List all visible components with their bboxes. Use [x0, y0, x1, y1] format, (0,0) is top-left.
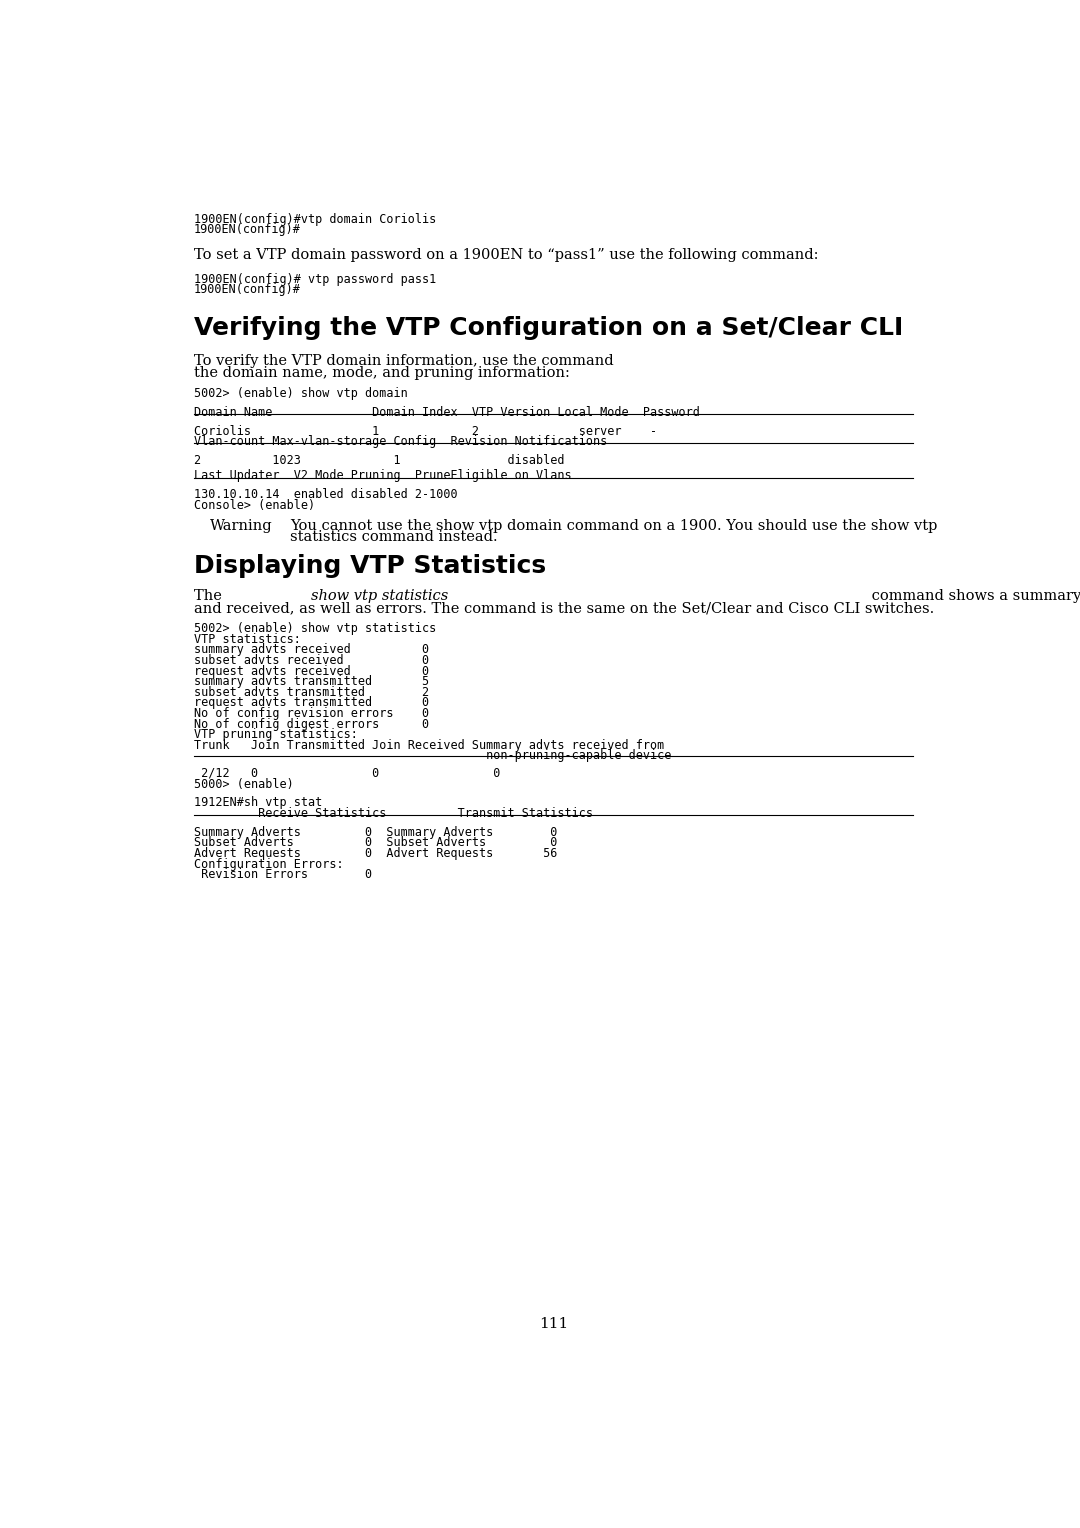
Text: Trunk   Join Transmitted Join Received Summary advts received from: Trunk Join Transmitted Join Received Sum… — [193, 738, 664, 752]
Text: 1900EN(config)# vtp password pass1: 1900EN(config)# vtp password pass1 — [193, 274, 436, 286]
Text: Vlan-count Max-vlan-storage Config  Revision Notifications: Vlan-count Max-vlan-storage Config Revis… — [193, 435, 607, 448]
Text: 5000> (enable): 5000> (enable) — [193, 778, 294, 790]
Text: 1912EN#sh vtp stat: 1912EN#sh vtp stat — [193, 796, 322, 810]
Text: command shows a summary of the VTP advertisement messages that have been sent: command shows a summary of the VTP adver… — [867, 590, 1080, 604]
Text: non-pruning-capable device: non-pruning-capable device — [193, 749, 671, 762]
Text: 1900EN(config)#: 1900EN(config)# — [193, 283, 300, 296]
Text: request advts transmitted       0: request advts transmitted 0 — [193, 697, 429, 709]
Text: 111: 111 — [539, 1317, 568, 1331]
Text: Last Updater  V2 Mode Pruning  PruneEligible on Vlans: Last Updater V2 Mode Pruning PruneEligib… — [193, 469, 571, 483]
Text: 5002> (enable) show vtp domain: 5002> (enable) show vtp domain — [193, 387, 407, 400]
Text: 2          1023             1               disabled: 2 1023 1 disabled — [193, 454, 564, 468]
Text: No of config digest errors      0: No of config digest errors 0 — [193, 718, 429, 730]
Text: Domain Name              Domain Index  VTP Version Local Mode  Password: Domain Name Domain Index VTP Version Loc… — [193, 406, 700, 419]
Text: The: The — [193, 590, 226, 604]
Text: subset advts transmitted        2: subset advts transmitted 2 — [193, 686, 429, 698]
Text: statistics command instead.: statistics command instead. — [289, 530, 498, 544]
Text: Console> (enable): Console> (enable) — [193, 498, 314, 512]
Text: Displaying VTP Statistics: Displaying VTP Statistics — [193, 555, 545, 578]
Text: VTP statistics:: VTP statistics: — [193, 633, 300, 646]
Text: show vtp statistics: show vtp statistics — [311, 590, 448, 604]
Text: 130.10.10.14  enabled disabled 2-1000: 130.10.10.14 enabled disabled 2-1000 — [193, 487, 457, 501]
Text: subset advts received           0: subset advts received 0 — [193, 654, 429, 668]
Text: Advert Requests         0  Advert Requests       56: Advert Requests 0 Advert Requests 56 — [193, 847, 557, 860]
Text: 2/12   0                0                0: 2/12 0 0 0 — [193, 767, 500, 779]
Text: Receive Statistics          Transmit Statistics: Receive Statistics Transmit Statistics — [193, 807, 593, 821]
Text: Revision Errors        0: Revision Errors 0 — [193, 868, 372, 882]
Text: To verify the VTP domain information, use the command: To verify the VTP domain information, us… — [193, 354, 618, 368]
Text: summary advts transmitted       5: summary advts transmitted 5 — [193, 675, 429, 688]
Text: and received, as well as errors. The command is the same on the Set/Clear and Ci: and received, as well as errors. The com… — [193, 601, 934, 616]
Text: 1900EN(config)#vtp domain Coriolis: 1900EN(config)#vtp domain Coriolis — [193, 212, 436, 226]
Text: No of config revision errors    0: No of config revision errors 0 — [193, 707, 429, 720]
Text: Warning: Warning — [211, 518, 273, 533]
Text: Verifying the VTP Configuration on a Set/Clear CLI: Verifying the VTP Configuration on a Set… — [193, 316, 903, 341]
Text: Coriolis                 1             2              server    -: Coriolis 1 2 server - — [193, 425, 657, 437]
Text: Configuration Errors:: Configuration Errors: — [193, 857, 343, 871]
Text: 1900EN(config)#: 1900EN(config)# — [193, 223, 300, 237]
Text: request advts received          0: request advts received 0 — [193, 665, 429, 677]
Text: summary advts received          0: summary advts received 0 — [193, 643, 429, 657]
Text: To set a VTP domain password on a 1900EN to “pass1” use the following command:: To set a VTP domain password on a 1900EN… — [193, 248, 818, 263]
Text: Subset Adverts          0  Subset Adverts         0: Subset Adverts 0 Subset Adverts 0 — [193, 836, 557, 850]
Text: VTP pruning statistics:: VTP pruning statistics: — [193, 729, 357, 741]
Text: 5002> (enable) show vtp statistics: 5002> (enable) show vtp statistics — [193, 622, 436, 636]
Text: You cannot use the show vtp domain command on a 1900. You should use the show vt: You cannot use the show vtp domain comma… — [289, 518, 937, 533]
Text: Summary Adverts         0  Summary Adverts        0: Summary Adverts 0 Summary Adverts 0 — [193, 825, 557, 839]
Text: the domain name, mode, and pruning information:: the domain name, mode, and pruning infor… — [193, 365, 569, 380]
